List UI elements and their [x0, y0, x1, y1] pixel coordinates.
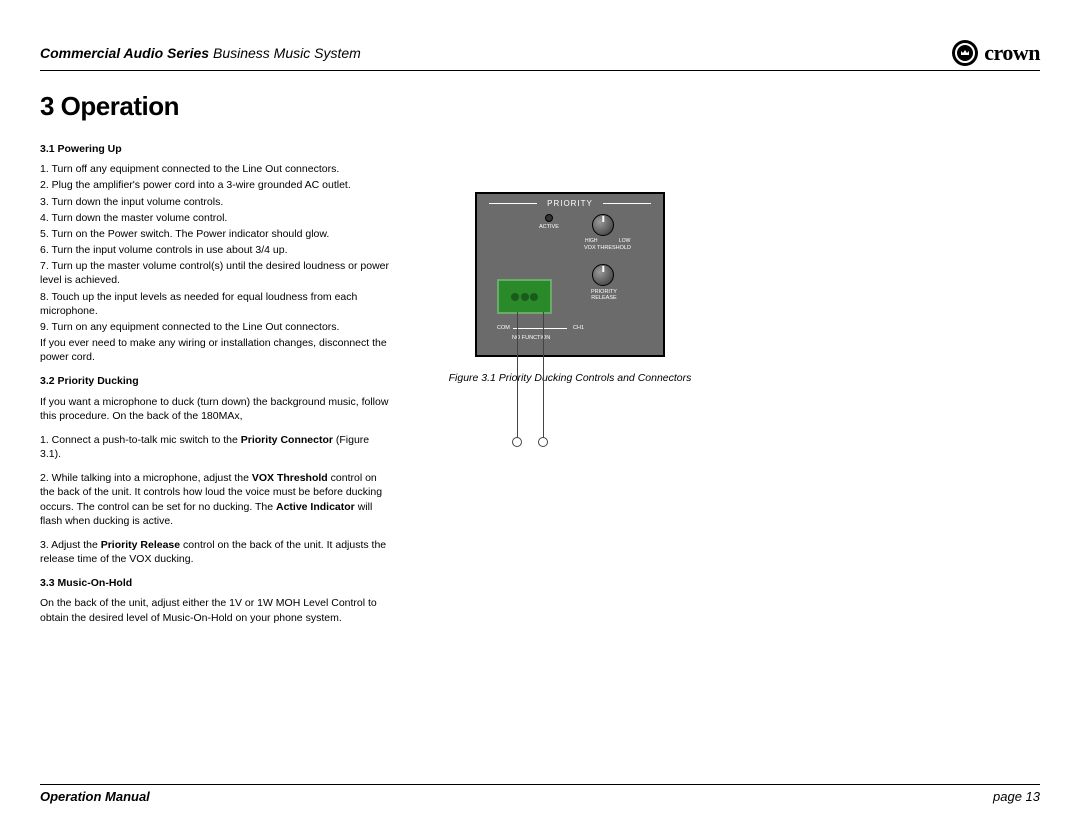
subsection-3-2-title: 3.2 Priority Ducking: [40, 374, 390, 388]
list-item: 2. Plug the amplifier's power cord into …: [40, 178, 390, 192]
subsection-3-1-title: 3.1 Powering Up: [40, 142, 390, 156]
page-header: Commercial Audio Series Business Music S…: [40, 40, 1040, 71]
wires-icon: [505, 312, 555, 452]
priority-release-knob-icon: [592, 264, 614, 286]
header-title-light: Business Music System: [209, 45, 361, 61]
footer-right: page 13: [993, 789, 1040, 804]
moh-body: On the back of the unit, adjust either t…: [40, 596, 390, 624]
ducking-step-1: 1. Connect a push-to-talk mic switch to …: [40, 433, 390, 461]
left-column: 3.1 Powering Up 1. Turn off any equipmen…: [40, 142, 390, 635]
active-label: ACTIVE: [539, 224, 559, 230]
list-item: 6. Turn the input volume controls in use…: [40, 243, 390, 257]
priority-connector-icon: [497, 279, 552, 314]
priority-panel-diagram: PRIORITY ACTIVE HIGH LOW VOX THRESHOLD P…: [475, 192, 665, 357]
section-title: 3 Operation: [40, 91, 1040, 122]
list-item: 3. Turn down the input volume controls.: [40, 195, 390, 209]
diagram-container: PRIORITY ACTIVE HIGH LOW VOX THRESHOLD P…: [475, 192, 665, 357]
page-footer: Operation Manual page 13: [40, 784, 1040, 804]
powering-up-list: 1. Turn off any equipment connected to t…: [40, 162, 390, 364]
low-label: LOW: [619, 238, 630, 244]
list-item: 4. Turn down the master volume control.: [40, 211, 390, 225]
figure-3-1: PRIORITY ACTIVE HIGH LOW VOX THRESHOLD P…: [430, 192, 710, 386]
vox-threshold-label: VOX THRESHOLD: [584, 245, 631, 251]
right-column: PRIORITY ACTIVE HIGH LOW VOX THRESHOLD P…: [430, 142, 710, 635]
list-item: 9. Turn on any equipment connected to th…: [40, 320, 390, 334]
list-item: 5. Turn on the Power switch. The Power i…: [40, 227, 390, 241]
high-label: HIGH: [585, 238, 598, 244]
footer-left: Operation Manual: [40, 789, 150, 804]
figure-caption: Figure 3.1 Priority Ducking Controls and…: [430, 372, 710, 386]
list-item-note: If you ever need to make any wiring or i…: [40, 336, 390, 364]
list-item: 8. Touch up the input levels as needed f…: [40, 290, 390, 318]
header-title: Commercial Audio Series Business Music S…: [40, 45, 361, 61]
content-area: 3.1 Powering Up 1. Turn off any equipmen…: [40, 142, 1040, 635]
active-indicator-icon: [545, 214, 553, 222]
vox-threshold-knob-icon: [592, 214, 614, 236]
header-title-bold: Commercial Audio Series: [40, 45, 209, 61]
ducking-step-3: 3. Adjust the Priority Release control o…: [40, 538, 390, 566]
crown-icon: [952, 40, 978, 66]
brand-logo: crown: [952, 40, 1040, 66]
priority-release-label: PRIORITYRELEASE: [591, 289, 617, 301]
ducking-step-2: 2. While talking into a microphone, adju…: [40, 471, 390, 528]
subsection-3-3-title: 3.3 Music-On-Hold: [40, 576, 390, 590]
priority-label: PRIORITY: [547, 199, 593, 208]
list-item: 7. Turn up the master volume control(s) …: [40, 259, 390, 287]
list-item: 1. Turn off any equipment connected to t…: [40, 162, 390, 176]
ducking-intro: If you want a microphone to duck (turn d…: [40, 395, 390, 423]
ch1-label: CH1: [573, 325, 584, 331]
brand-text: crown: [984, 40, 1040, 66]
